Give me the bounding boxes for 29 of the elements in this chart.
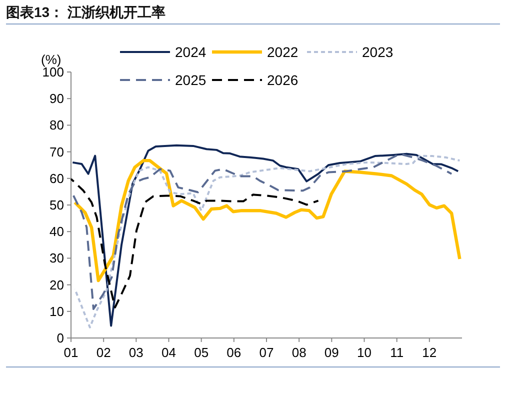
legend-label: 2025 xyxy=(175,72,206,88)
y-axis-title: (%) xyxy=(41,52,62,67)
x-tick-label: 06 xyxy=(226,345,242,360)
y-tick-label: 50 xyxy=(50,198,64,212)
x-tick-label: 12 xyxy=(422,345,437,360)
y-tick-label: 0 xyxy=(56,330,64,346)
x-tick-label: 05 xyxy=(194,345,209,360)
legend-label: 2024 xyxy=(175,44,206,60)
x-tick-label: 08 xyxy=(292,345,306,360)
x-tick-label: 01 xyxy=(64,345,78,360)
legend-label: 2026 xyxy=(267,72,298,88)
y-tick-label: 70 xyxy=(50,144,64,160)
x-tick-label: 02 xyxy=(96,345,111,360)
x-tick-label: 04 xyxy=(162,345,176,360)
title: 图表13： 江浙织机开工率 xyxy=(6,4,166,20)
y-tick-label: 60 xyxy=(50,170,64,186)
y-tick-label: 10 xyxy=(50,304,64,319)
x-tick-label: 10 xyxy=(357,345,372,360)
y-tick-label: 80 xyxy=(50,118,64,133)
x-tick-label: 07 xyxy=(259,345,274,360)
x-tick-label: 09 xyxy=(324,345,339,360)
x-tick-label: 11 xyxy=(390,345,404,360)
x-tick-label: 03 xyxy=(128,345,144,360)
y-tick-label: 90 xyxy=(50,91,64,106)
legend-label: 2023 xyxy=(362,44,394,60)
legend-label: 2022 xyxy=(267,44,298,60)
y-tick-label: 30 xyxy=(50,250,64,266)
y-tick-label: 40 xyxy=(50,224,64,240)
y-tick-label: 20 xyxy=(50,277,64,292)
